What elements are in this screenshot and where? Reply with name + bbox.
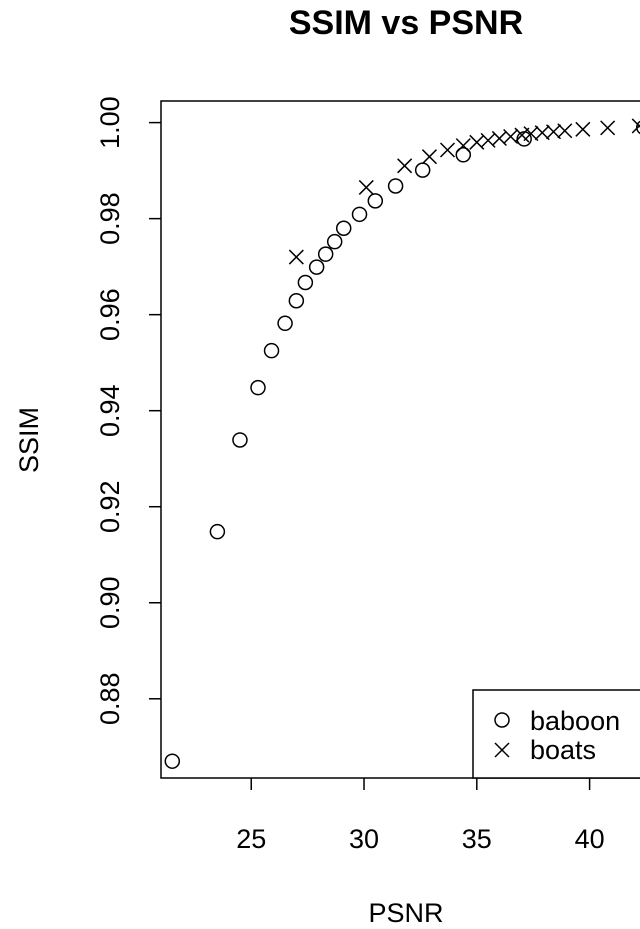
x-axis: 25 30 35 40 [236, 778, 605, 854]
y-tick-label: 0.96 [95, 288, 125, 341]
point-baboon [164, 753, 181, 769]
y-axis: 0.88 0.90 0.92 0.94 0.96 0.98 1.00 [95, 96, 161, 725]
legend-label-baboon: baboon [530, 706, 620, 736]
y-tick-label: 0.94 [95, 384, 125, 437]
point-boats [397, 158, 413, 174]
x-tick-label: 35 [462, 824, 492, 854]
x-tick-label: 40 [575, 824, 605, 854]
point-baboon [455, 147, 472, 163]
point-boats [631, 118, 640, 134]
point-boats [600, 120, 616, 136]
point-baboon [297, 274, 314, 291]
point-baboon [367, 193, 384, 209]
y-tick-label: 1.00 [95, 96, 125, 149]
point-boats [557, 123, 573, 139]
point-boats [421, 149, 437, 165]
point-boats [288, 249, 304, 265]
chart-title: SSIM vs PSNR [289, 4, 523, 42]
point-baboon [414, 162, 431, 178]
point-baboon [516, 131, 532, 147]
x-axis-title: PSNR [368, 898, 443, 928]
point-baboon [232, 432, 248, 448]
legend: baboon boats [472, 689, 640, 779]
point-baboon [387, 178, 404, 194]
point-boats [358, 179, 374, 195]
x-tick-label: 30 [349, 824, 379, 854]
point-baboon [209, 523, 226, 540]
point-baboon [308, 259, 325, 275]
data-points [164, 118, 640, 769]
point-baboon [326, 233, 343, 250]
point-boats [514, 127, 530, 143]
point-baboon [288, 292, 305, 309]
legend-label-boats: boats [530, 735, 596, 765]
point-baboon [277, 315, 293, 332]
point-baboon [335, 220, 352, 236]
legend-circle-marker-icon [494, 712, 510, 728]
y-tick-label: 0.88 [95, 672, 125, 725]
point-boats [455, 138, 471, 154]
legend-box [472, 689, 640, 779]
point-baboon [351, 206, 368, 223]
y-tick-label: 0.92 [95, 480, 125, 533]
y-tick-label: 0.90 [95, 576, 125, 629]
point-boats [439, 142, 456, 158]
plot-area [160, 100, 640, 779]
legend-cross-marker-icon [494, 742, 510, 758]
point-baboon [263, 342, 280, 359]
x-tick-label: 25 [236, 824, 266, 854]
y-tick-label: 0.98 [95, 192, 125, 245]
plot-border [160, 100, 640, 779]
point-baboon [250, 379, 266, 396]
point-boats [575, 121, 591, 137]
y-axis-title: SSIM [14, 407, 44, 473]
point-baboon [317, 246, 334, 262]
